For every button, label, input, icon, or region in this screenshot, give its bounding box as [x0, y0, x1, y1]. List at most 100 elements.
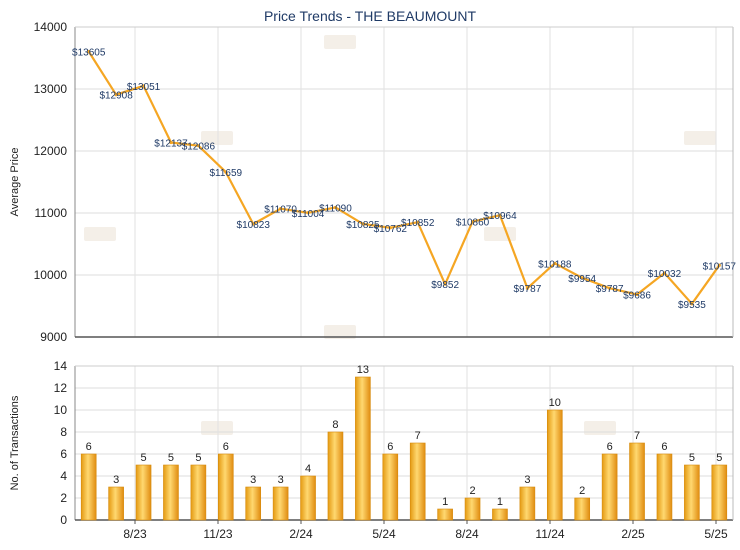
transaction-data-label: 3 [250, 474, 256, 486]
transaction-bar [300, 475, 316, 521]
transaction-data-label: 6 [661, 441, 667, 453]
y-axis-label: Average Price [9, 148, 21, 217]
price-point [251, 222, 255, 226]
price-panel: 9000 10000 11000 12000 13000 14000 Average Pri… [9, 20, 736, 344]
y-tick-label: 10 [54, 403, 68, 417]
transaction-data-label: 6 [223, 441, 229, 453]
transaction-bar [684, 464, 700, 521]
price-data-label: $10964 [483, 211, 517, 222]
transaction-data-label: 5 [195, 452, 201, 464]
price-point [388, 226, 392, 230]
transaction-bar [546, 409, 563, 521]
watermark-layer [84, 35, 716, 435]
y-tick-label: 2 [60, 491, 67, 505]
watermark-mark [324, 325, 356, 339]
transaction-data-label: 5 [689, 452, 695, 464]
price-point [470, 220, 475, 224]
transaction-data-label: 8 [332, 419, 338, 431]
transaction-data-label: 6 [607, 441, 613, 453]
price-series-line [87, 50, 721, 305]
price-data-label: $9954 [568, 274, 596, 285]
y-tick-label: 14000 [34, 20, 68, 34]
transaction-data-label: 2 [579, 485, 585, 497]
price-data-label: $11659 [209, 168, 242, 179]
y-tick-label: 6 [60, 447, 67, 461]
price-data-label: $9787 [513, 284, 541, 295]
price-point [224, 170, 228, 174]
transaction-data-label: 3 [278, 474, 284, 486]
transaction-data-label: 6 [86, 441, 92, 453]
price-data-label: $10188 [538, 259, 572, 270]
price-point [279, 207, 283, 211]
price-point [690, 302, 694, 306]
x-tick-label: 8/24 [455, 527, 479, 541]
price-data-label: $9535 [678, 300, 706, 311]
transaction-data-label: 10 [549, 397, 561, 409]
x-tick-label: 8/23 [123, 527, 147, 541]
y-tick-label: 9000 [40, 330, 67, 344]
watermark-mark [201, 421, 233, 435]
price-data-label: $13605 [72, 47, 106, 58]
transaction-data-label: 7 [415, 430, 421, 442]
transaction-bar [80, 453, 97, 521]
transaction-data-label: 3 [113, 474, 119, 486]
price-point [608, 286, 612, 290]
price-data-label: $9686 [623, 290, 651, 301]
transaction-bar [272, 486, 289, 521]
price-data-label: $11090 [319, 203, 352, 214]
price-point [580, 276, 584, 280]
watermark-mark [84, 227, 116, 241]
y-axis-label: No. of Transactions [9, 395, 21, 490]
transaction-data-label: 4 [305, 463, 311, 475]
transaction-bar [629, 442, 645, 521]
transaction-bar [355, 376, 371, 521]
transaction-data-label: 2 [469, 485, 475, 497]
price-data-label: $11070 [264, 205, 297, 216]
transaction-bar [163, 464, 179, 521]
transaction-bar [135, 464, 152, 521]
price-point [525, 286, 529, 290]
x-tick-label: 5/25 [704, 527, 728, 541]
price-point [662, 271, 667, 275]
watermark-mark [584, 421, 616, 435]
transaction-bar [519, 486, 536, 521]
price-data-label: $10825 [346, 220, 380, 231]
transaction-data-label: 3 [524, 474, 530, 486]
price-data-label: $10762 [374, 224, 408, 235]
price-point [114, 93, 118, 97]
price-point [443, 282, 447, 286]
transaction-data-label: 5 [716, 452, 722, 464]
transaction-bar [108, 486, 124, 521]
x-tick-label: 2/25 [621, 527, 645, 541]
price-point [169, 140, 173, 145]
x-tick-label: 5/24 [372, 527, 396, 541]
price-data-label: $9852 [431, 280, 459, 291]
price-data-label: $12908 [99, 91, 133, 102]
transaction-data-label: 13 [357, 364, 369, 376]
price-data-label: $12137 [154, 139, 188, 150]
y-tick-label: 11000 [35, 206, 68, 220]
watermark-mark [324, 35, 356, 49]
price-data-label: $11004 [292, 209, 325, 220]
x-tick-label: 2/24 [289, 527, 313, 541]
price-data-label: $12086 [182, 142, 216, 153]
y-tick-label: 10000 [34, 268, 68, 282]
transaction-bar [437, 508, 453, 521]
y-tick-label: 0 [60, 513, 67, 527]
price-data-label: $10860 [456, 218, 490, 229]
transaction-bar [656, 453, 673, 521]
transaction-data-label: 1 [442, 496, 448, 508]
transaction-bar [245, 486, 262, 521]
y-tick-label: 12000 [34, 144, 68, 158]
price-data-label: $13051 [127, 82, 161, 93]
transaction-data-label: 6 [387, 441, 393, 453]
y-tick-label: 8 [60, 425, 67, 439]
price-data-label: $10157 [703, 261, 737, 272]
watermark-mark [684, 131, 716, 145]
transaction-bar [382, 453, 399, 521]
transaction-data-label: 7 [634, 430, 640, 442]
transaction-bar [217, 453, 234, 521]
